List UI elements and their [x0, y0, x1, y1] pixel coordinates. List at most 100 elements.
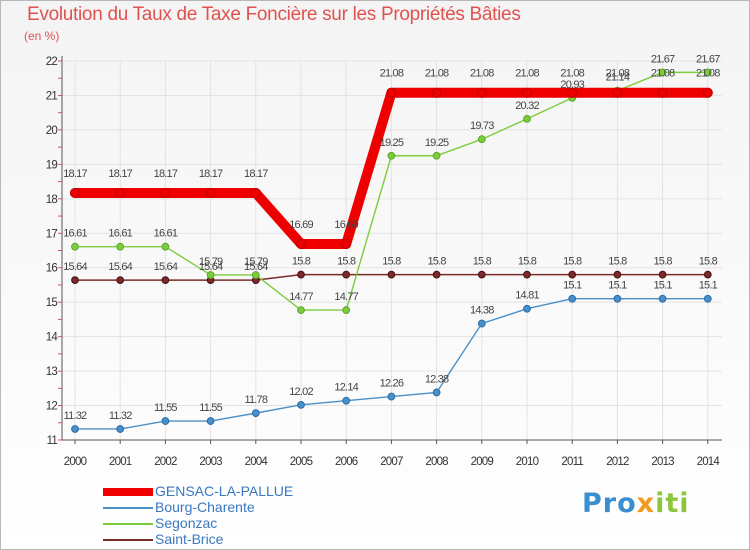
- point-bourg-charente: [161, 417, 170, 425]
- point-saint-brice: [432, 270, 441, 279]
- data-label: 21.08: [651, 68, 675, 80]
- x-tick-label: 2007: [380, 456, 403, 468]
- data-label: 15.8: [382, 256, 401, 268]
- x-tick-label: 2009: [471, 456, 494, 468]
- x-tick-label: 2005: [290, 456, 313, 468]
- point-bourg-charente: [206, 417, 215, 425]
- data-label: 19.25: [380, 137, 404, 149]
- point-gensac: [612, 87, 623, 98]
- legend-swatch-bourg-charente: [103, 507, 153, 509]
- data-label: 15.79: [199, 256, 223, 268]
- point-saint-brice: [568, 270, 577, 279]
- data-label: 11.78: [244, 394, 267, 406]
- y-tick-label: 19: [46, 159, 58, 171]
- data-label: 15.8: [473, 256, 492, 268]
- x-tick-label: 2004: [245, 456, 269, 468]
- data-label: 14.81: [515, 290, 539, 302]
- x-tick-label: 2012: [606, 456, 629, 468]
- point-saint-brice: [161, 276, 170, 285]
- data-label: 16.69: [289, 219, 313, 231]
- point-saint-brice: [71, 276, 79, 285]
- point-gensac: [160, 187, 171, 198]
- data-label: 14.38: [470, 305, 494, 317]
- logo-part-2: x: [636, 488, 656, 519]
- point-bourg-charente: [432, 388, 441, 397]
- point-bourg-charente: [568, 294, 577, 303]
- data-label: 15.1: [699, 280, 718, 292]
- y-tick-label: 13: [46, 366, 58, 378]
- data-label: 12.14: [334, 382, 358, 394]
- y-unit-label: (en %): [24, 29, 60, 43]
- data-label: 15.64: [63, 261, 87, 273]
- data-label: 21.08: [515, 68, 539, 80]
- data-label: 20.32: [515, 100, 539, 112]
- series-layer: [70, 68, 713, 433]
- point-saint-brice: [387, 270, 396, 279]
- data-label: 11.55: [199, 402, 222, 414]
- data-label: 12.26: [380, 378, 404, 390]
- point-saint-brice: [523, 270, 531, 279]
- point-saint-brice: [613, 270, 622, 279]
- point-segonzac: [432, 151, 441, 160]
- y-tick-label: 18: [46, 194, 58, 206]
- data-label: 15.1: [608, 280, 627, 292]
- point-gensac: [386, 87, 397, 98]
- data-label: 15.8: [292, 256, 311, 268]
- legend-label: GENSAC-LA-PALLUE: [155, 483, 294, 499]
- point-saint-brice: [297, 270, 305, 279]
- data-label: 21.67: [696, 53, 720, 65]
- point-gensac: [702, 87, 713, 98]
- x-tick-label: 2008: [425, 456, 448, 468]
- x-tick-label: 2011: [561, 456, 583, 468]
- y-tick-label: 16: [46, 263, 58, 275]
- data-label: 21.14: [606, 72, 630, 84]
- point-bourg-charente: [251, 409, 260, 418]
- logo-part-3: iti: [655, 488, 690, 519]
- point-gensac: [476, 87, 487, 98]
- data-label: 18.17: [199, 168, 223, 180]
- data-label: 15.8: [563, 256, 582, 268]
- data-label: 18.17: [154, 168, 178, 180]
- point-bourg-charente: [477, 319, 486, 328]
- legend-label: Segonzac: [155, 515, 218, 531]
- data-label: 11.32: [109, 410, 132, 422]
- point-segonzac: [206, 271, 215, 279]
- data-label: 18.17: [63, 168, 87, 180]
- point-segonzac: [161, 242, 170, 251]
- y-tick-label: 12: [46, 401, 58, 413]
- point-gensac: [431, 87, 442, 98]
- point-bourg-charente: [658, 294, 667, 303]
- data-label: 15.64: [244, 261, 268, 273]
- point-bourg-charente: [613, 294, 622, 303]
- x-tick-label: 2003: [199, 456, 222, 468]
- y-tick-label: 20: [46, 125, 58, 137]
- point-segonzac: [523, 114, 531, 123]
- y-tick-label: 15: [46, 297, 58, 309]
- grid: [62, 60, 722, 441]
- data-label: 15.8: [653, 256, 672, 268]
- point-saint-brice: [477, 270, 486, 279]
- data-label: 16.61: [154, 228, 178, 240]
- point-gensac: [250, 187, 261, 198]
- point-saint-brice: [342, 270, 351, 279]
- point-segonzac: [251, 271, 260, 279]
- y-tick-label: 17: [46, 228, 58, 240]
- data-label: 16.61: [108, 228, 132, 240]
- point-gensac: [115, 187, 126, 198]
- point-gensac: [341, 238, 352, 249]
- point-gensac: [657, 87, 668, 98]
- data-label: 21.08: [380, 68, 404, 80]
- legend-swatch-segonzac: [103, 523, 153, 525]
- data-label: 18.17: [244, 168, 268, 180]
- data-label: 21.08: [470, 68, 494, 80]
- point-saint-brice: [116, 276, 125, 285]
- proxiti-logo[interactable]: Proxiti: [582, 488, 690, 519]
- data-label: 21.08: [606, 68, 630, 80]
- axes: 11 12 13 14 15 16 17 18 19 20 21 22 2000 2001 2002 2003…: [46, 56, 722, 468]
- legend-label: Bourg-Charente: [155, 499, 255, 515]
- data-label: 12.02: [289, 386, 313, 398]
- chart-title: Evolution du Taux de Taxe Foncière sur l…: [27, 4, 521, 25]
- data-label: 18.17: [108, 168, 132, 180]
- data-label: 21.08: [696, 68, 720, 80]
- data-label: 15.1: [653, 280, 672, 292]
